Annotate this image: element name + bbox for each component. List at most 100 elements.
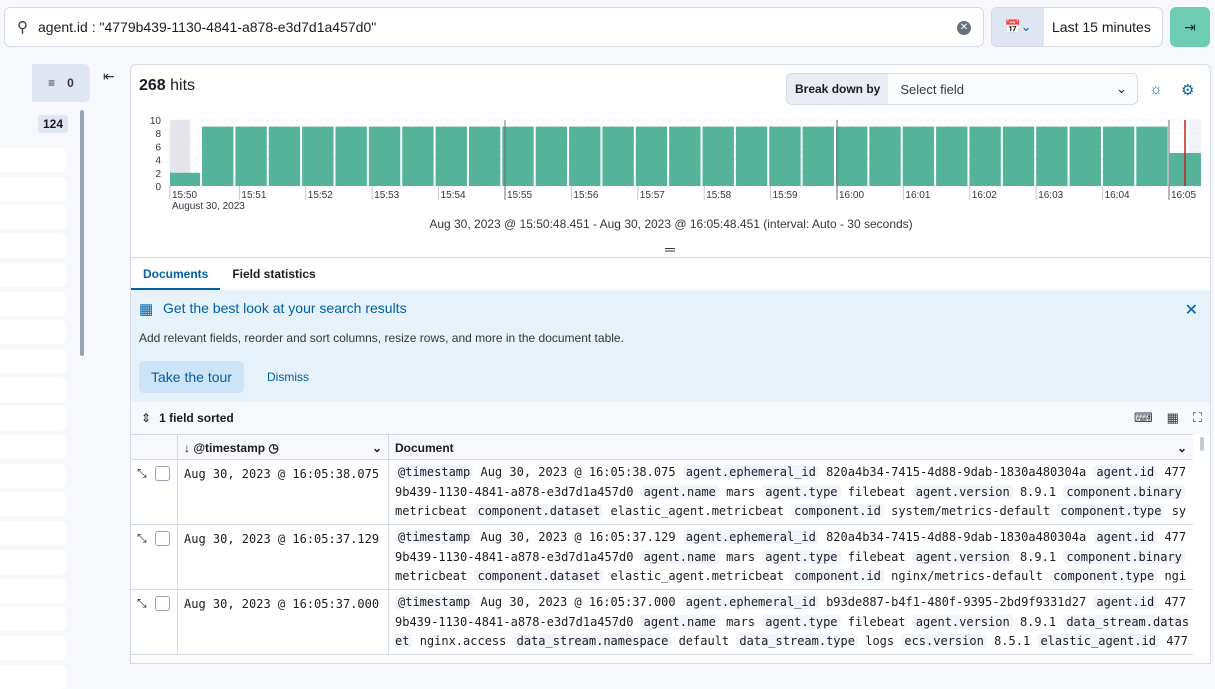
field-key: agent.version [912, 484, 1013, 499]
field-key: @timestamp [395, 595, 474, 609]
take-tour-button[interactable]: Take the tour [139, 361, 244, 393]
tab-field-statistics[interactable]: Field statistics [232, 267, 316, 281]
histogram-bar [235, 126, 267, 186]
field-key: agent.type [762, 549, 841, 564]
histogram-bar [1102, 126, 1135, 186]
sidebar-scrollbar[interactable] [80, 110, 84, 356]
column-header-timestamp[interactable]: ↓ @timestamp ◷ ⌄ [178, 435, 389, 459]
table-header: ↓ @timestamp ◷ ⌄ Document ⌄ [131, 434, 1193, 460]
expand-icon[interactable]: ⤡ [137, 466, 147, 480]
field-key: @timestamp [395, 530, 474, 544]
histogram-bar [1136, 126, 1168, 186]
field-value: mars [726, 614, 756, 629]
search-input[interactable]: agent.id : "4779b439-1130-4841-a878-e3d7… [38, 19, 377, 35]
field-value: 4779b439-1130-4841-a878-e3d7d1a457d0 [395, 595, 1187, 629]
table-scrollbar[interactable] [1200, 437, 1204, 451]
table-icon: ▦ [139, 301, 154, 318]
field-key: agent.id [1093, 465, 1158, 479]
field-key: component.type [1050, 569, 1158, 583]
sort-desc-icon: ↓ [184, 441, 190, 455]
row-checkbox[interactable] [154, 531, 170, 546]
date-range-label[interactable]: Last 15 minutes [1052, 19, 1151, 35]
field-list-item[interactable] [0, 205, 66, 230]
field-list-item[interactable] [0, 262, 66, 287]
field-list-item[interactable] [0, 377, 66, 402]
field-value: elastic_agent.metricbeat [610, 569, 784, 583]
sort-icon[interactable]: ⇕ [141, 411, 152, 425]
tour-callout: ▦ Get the best look at your search resul… [131, 290, 1210, 402]
density-icon[interactable]: ▦ [1166, 410, 1179, 425]
search-bar[interactable]: ⚲ agent.id : "4779b439-1130-4841-a878-e3… [4, 7, 984, 47]
refresh-button[interactable]: ⇥ [1170, 7, 1210, 47]
field-list-item[interactable] [0, 492, 66, 517]
histogram-bar [535, 126, 568, 186]
dismiss-button[interactable]: Dismiss [267, 370, 309, 384]
x-tick-label: 16:03 [1038, 190, 1063, 201]
column-header-document[interactable]: Document ⌄ [395, 441, 1187, 455]
field-sidebar: ≡ 0 124 [0, 64, 90, 689]
field-key: component.id [791, 504, 884, 518]
y-tick-label: 6 [155, 142, 161, 153]
ai-assistant-icon[interactable]: ☼ [1149, 81, 1163, 98]
field-list-item[interactable] [0, 607, 66, 632]
sort-label[interactable]: 1 field sorted [159, 411, 234, 425]
field-key: agent.ephemeral_id [682, 530, 819, 544]
field-list-item[interactable] [0, 176, 66, 201]
field-list-item[interactable] [0, 521, 66, 546]
field-value: default [678, 634, 730, 648]
keyboard-icon[interactable]: ⌨ [1133, 410, 1153, 425]
collapse-sidebar-icon[interactable]: ⇤ [103, 68, 115, 84]
resize-handle[interactable]: ═ [665, 241, 675, 257]
field-list-item[interactable] [0, 435, 66, 459]
expand-icon[interactable]: ⤡ [137, 596, 147, 610]
chevron-down-icon[interactable]: ⌄ [1176, 441, 1187, 455]
search-icon: ⚲ [17, 19, 28, 36]
histogram-bar [735, 126, 768, 186]
callout-description: Add relevant fields, reorder and sort co… [139, 331, 624, 345]
row-checkbox[interactable] [154, 596, 170, 611]
field-count-badge: 124 [38, 115, 69, 133]
field-list-item[interactable] [0, 234, 66, 259]
document-cell: @timestamp Aug 30, 2023 @ 16:05:38.075 a… [389, 460, 1193, 524]
document-cell: @timestamp Aug 30, 2023 @ 16:05:37.000 a… [389, 590, 1193, 654]
y-tick-label: 2 [155, 169, 161, 180]
main-panel: 268 hits Break down by Select field ⌄ ☼ … [130, 64, 1211, 664]
histogram-bar [702, 126, 734, 186]
tab-documents[interactable]: Documents [131, 258, 221, 290]
field-value: 8.5.1 [994, 634, 1031, 648]
field-list-item[interactable] [0, 148, 66, 172]
row-checkbox[interactable] [154, 466, 170, 481]
field-list-item[interactable] [0, 635, 66, 660]
field-value: nginx.access [419, 634, 507, 648]
histogram-bar [202, 126, 234, 186]
field-list-item[interactable] [0, 549, 66, 574]
x-tick-label: 15:55 [507, 190, 532, 201]
y-tick-label: 8 [155, 129, 161, 140]
histogram-bar [1069, 126, 1101, 186]
gear-icon[interactable]: ⚙ [1181, 82, 1195, 99]
chevron-down-icon[interactable]: ⌄ [371, 441, 382, 455]
field-list-item[interactable] [0, 320, 66, 345]
field-list-item[interactable] [0, 664, 66, 689]
field-filter-button[interactable]: ≡ 0 [32, 64, 90, 102]
date-picker[interactable]: 📅⌄ Last 15 minutes [991, 7, 1163, 47]
clear-icon[interactable]: ✕ [957, 21, 971, 35]
breakdown-select[interactable]: Break down by Select field ⌄ [786, 73, 1138, 105]
histogram-bar [468, 126, 501, 186]
field-list-item[interactable] [0, 406, 66, 431]
field-value: metricbeat [395, 569, 468, 583]
fullscreen-icon[interactable]: ⛶ [1192, 410, 1202, 425]
x-tick-label: 15:51 [241, 190, 266, 201]
x-tick-label: 16:02 [972, 190, 997, 201]
field-list-item[interactable] [0, 463, 66, 488]
field-key: ecs.version [901, 634, 987, 648]
histogram-bar [1036, 126, 1068, 186]
calendar-icon[interactable]: 📅⌄ [992, 8, 1044, 46]
field-list-item[interactable] [0, 291, 66, 316]
field-key: agent.id [1093, 595, 1158, 609]
field-list-item[interactable] [0, 348, 66, 373]
close-icon[interactable]: ✕ [1184, 302, 1198, 319]
field-list-item[interactable] [0, 578, 66, 603]
field-key: component.dataset [474, 569, 604, 583]
expand-icon[interactable]: ⤡ [137, 531, 147, 545]
